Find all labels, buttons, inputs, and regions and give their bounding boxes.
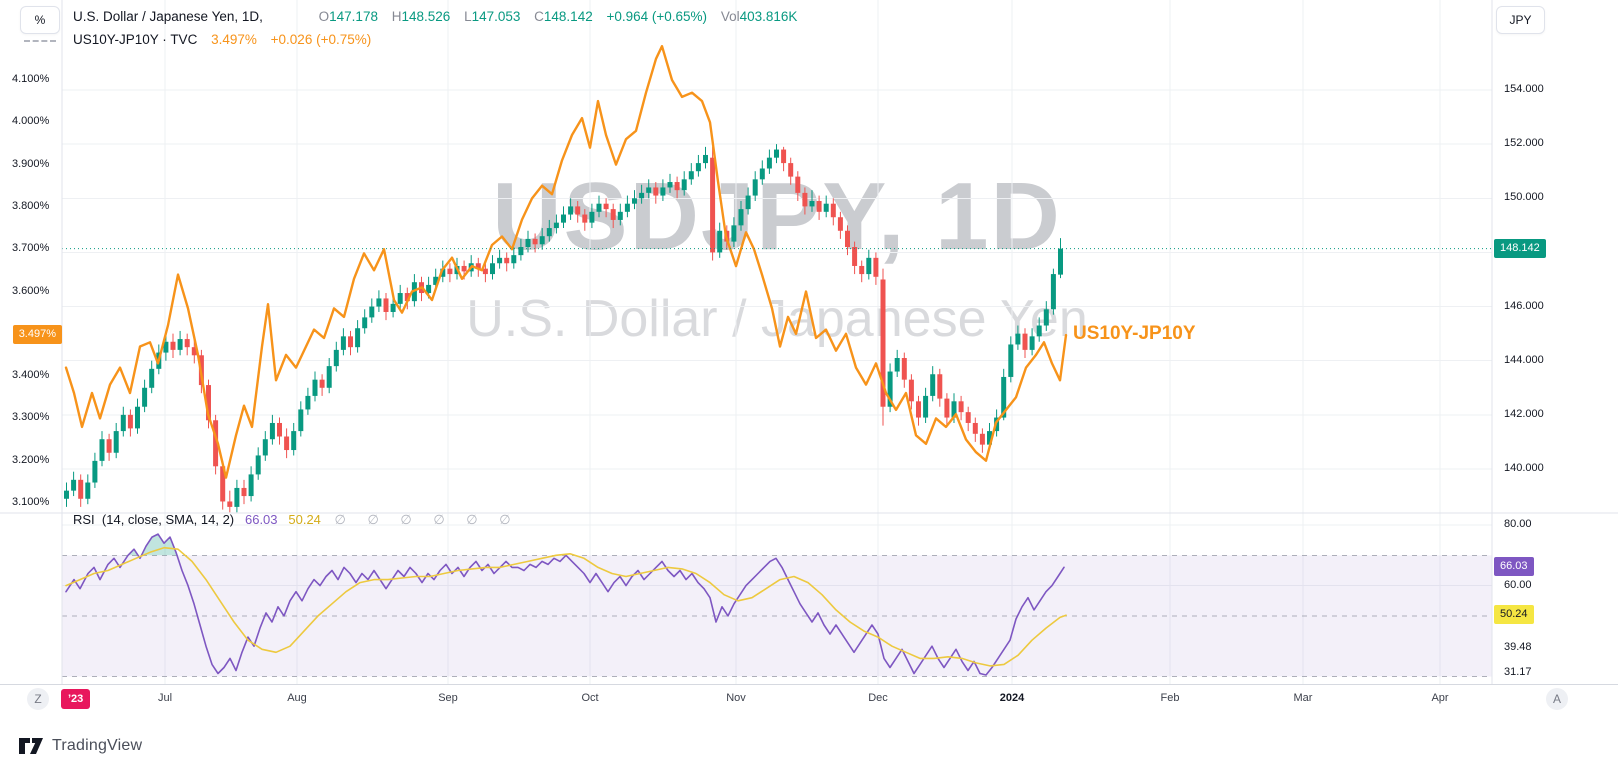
time-axis-year-start-badge: ’23: [61, 689, 91, 709]
time-axis-label: Nov: [726, 692, 746, 704]
rsi-overbought-fill: [128, 534, 177, 556]
overlay-change: +0.026 (+0.75%): [270, 32, 372, 47]
right-axis-label: 146.000: [1504, 299, 1544, 312]
tradingview-logo[interactable]: TradingView: [18, 737, 142, 755]
rsi-line: [65, 533, 1065, 676]
rsi-empty-values: ∅ ∅ ∅ ∅ ∅ ∅: [334, 512, 520, 527]
time-axis-label: Dec: [868, 692, 888, 704]
time-axis-label: Feb: [1160, 692, 1180, 704]
rsi-value-badge: 66.03: [1494, 557, 1534, 577]
percent-scale-button[interactable]: %: [20, 6, 60, 34]
auto-scale-button[interactable]: A: [1546, 688, 1568, 710]
right-axis-label: 150.000: [1504, 191, 1544, 204]
rsi-axis-label: 80.00: [1504, 518, 1532, 530]
clipped-axis-label-dashes-icon: [24, 40, 56, 42]
open-label: O: [318, 9, 330, 24]
left-axis-label: 3.700%: [12, 242, 50, 255]
time-axis-label: Sep: [438, 692, 458, 704]
rsi-axis-label: 31.17: [1504, 666, 1532, 678]
spread-line-series: [64, 45, 1068, 479]
left-axis-label: 3.800%: [12, 199, 50, 212]
left-axis-label: 3.300%: [12, 411, 50, 424]
volume-value: 403.816K: [739, 9, 798, 24]
close-label: C: [534, 9, 544, 24]
rsi-params: (14, close, SMA, 14, 2): [101, 512, 235, 527]
overlay-legend-row[interactable]: US10Y-JP10Y · TVC 3.497% +0.026 (+0.75%): [73, 32, 371, 47]
rsi-sma-last-value: 50.24: [288, 512, 321, 527]
tradingview-logo-text: TradingView: [52, 737, 143, 754]
left-axis-label: 4.100%: [12, 73, 50, 85]
symbol-legend-row[interactable]: U.S. Dollar / Japanese Yen, 1D, O147.178…: [73, 9, 797, 24]
volume-label: Vol: [720, 9, 740, 24]
high-label: H: [391, 9, 402, 24]
left-axis-label: 4.000%: [12, 115, 50, 128]
tradingview-logo-icon: [19, 738, 43, 754]
symbol-title[interactable]: U.S. Dollar / Japanese Yen, 1D,: [73, 9, 263, 24]
change-value: +0.964 (+0.65%): [606, 9, 708, 24]
overlay-value: 3.497%: [211, 32, 257, 47]
right-axis-label: 154.000: [1504, 83, 1544, 95]
left-axis-label: 3.900%: [12, 157, 50, 170]
rsi-legend-row[interactable]: RSI (14, close, SMA, 14, 2) 66.03 50.24 …: [73, 512, 520, 528]
high-value: 148.526: [401, 9, 451, 24]
rsi-axis-label: 39.48: [1504, 640, 1532, 653]
time-axis-label: Apr: [1431, 692, 1449, 704]
right-axis-label: 152.000: [1504, 137, 1544, 150]
spread-value-badge: 3.497%: [12, 325, 62, 345]
chart-canvas[interactable]: [0, 0, 1618, 712]
low-label: L: [464, 9, 472, 24]
time-axis-label: Oct: [581, 692, 599, 704]
time-axis[interactable]: Z A ’23 Jul Aug Sep Oct Nov Dec 2024 Feb Mar Apr: [0, 684, 1618, 713]
time-axis-label: Jul: [157, 692, 173, 704]
last-price-badge: 148.142: [1494, 238, 1546, 258]
left-axis-label: 3.600%: [12, 284, 50, 297]
timezone-button[interactable]: Z: [27, 688, 49, 710]
rsi-sma-value-badge: 50.24: [1494, 605, 1534, 625]
time-axis-label: 2024: [999, 692, 1025, 704]
left-axis-label: 3.100%: [12, 496, 50, 508]
overlay-title[interactable]: US10Y-JP10Y · TVC: [73, 32, 198, 47]
rsi-axis-label: 60.00: [1504, 578, 1532, 591]
right-axis-label: 142.000: [1504, 407, 1544, 420]
open-value: 147.178: [329, 9, 378, 24]
rsi-title[interactable]: RSI: [73, 512, 95, 527]
spread-series-label: US10Y-JP10Y: [1073, 323, 1196, 344]
left-axis-label: 3.200%: [12, 453, 50, 466]
time-axis-label: Mar: [1293, 692, 1313, 704]
right-axis-label: 140.000: [1504, 461, 1544, 474]
right-axis-label: 144.000: [1504, 353, 1544, 366]
rsi-band: [62, 554, 1492, 678]
candlestick-series: [64, 144, 1063, 513]
rsi-last-value: 66.03: [244, 512, 278, 527]
close-value: 148.142: [543, 9, 593, 24]
left-axis-label: 3.400%: [12, 369, 50, 382]
pane-borders: [0, 0, 1618, 712]
currency-scale-button[interactable]: JPY: [1496, 6, 1545, 34]
time-axis-label: Aug: [287, 692, 307, 704]
rsi-sma-line: [65, 546, 1067, 667]
low-value: 147.053: [471, 9, 521, 24]
